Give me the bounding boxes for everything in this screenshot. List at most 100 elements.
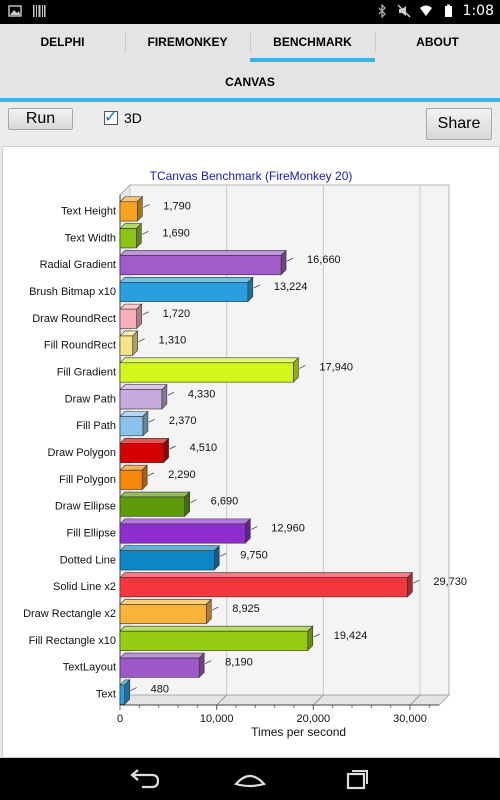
bar-top bbox=[119, 545, 220, 552]
bar-10 bbox=[119, 464, 148, 491]
category-label: Fill RoundRect bbox=[44, 340, 116, 352]
bar-11 bbox=[119, 491, 191, 518]
value-leader bbox=[167, 392, 175, 396]
category-label: Draw RoundRect bbox=[32, 313, 116, 325]
checkbox-box[interactable]: ✓ bbox=[104, 107, 118, 126]
bar-6 bbox=[119, 357, 300, 383]
bar-top bbox=[119, 491, 191, 498]
bar-front bbox=[119, 201, 138, 222]
bar-front bbox=[119, 523, 246, 544]
home-icon[interactable] bbox=[230, 766, 270, 792]
bar-front bbox=[119, 577, 408, 598]
category-label: Brush Bitmap x10 bbox=[29, 286, 116, 298]
bar-16 bbox=[119, 625, 314, 652]
status-time: 1:08 bbox=[462, 3, 494, 19]
tab-divider bbox=[0, 98, 500, 102]
toolbar: Run ✓ 3D Share bbox=[0, 102, 500, 146]
bar-17 bbox=[119, 652, 205, 679]
value-leader bbox=[313, 633, 320, 638]
category-label: Solid Line x2 bbox=[53, 581, 116, 593]
checkmark-icon: ✓ bbox=[104, 107, 118, 126]
bar-front bbox=[119, 389, 163, 410]
tab-delphi[interactable]: DELPHI bbox=[40, 35, 85, 49]
bar-top bbox=[119, 384, 168, 390]
value-label: 16,660 bbox=[307, 254, 341, 266]
x-tick-label: 30,000 bbox=[393, 713, 427, 725]
bar-top bbox=[119, 599, 212, 605]
category-label: Draw Path bbox=[65, 393, 116, 405]
x-axis-title: Times per second bbox=[251, 725, 346, 739]
bar-top bbox=[119, 276, 254, 283]
value-label: 29,730 bbox=[433, 576, 467, 588]
value-leader bbox=[220, 553, 227, 557]
x-gridline-floor bbox=[216, 694, 228, 706]
value-leader bbox=[138, 338, 145, 342]
bar-top bbox=[119, 625, 314, 632]
battery-icon bbox=[444, 4, 452, 17]
x-tick-label: 20,000 bbox=[297, 713, 331, 725]
category-label: Draw Rectangle x2 bbox=[23, 608, 116, 620]
value-label: 6,690 bbox=[211, 496, 239, 508]
tab-about[interactable]: ABOUT bbox=[375, 24, 500, 62]
value-label: 13,224 bbox=[274, 281, 308, 293]
bar-front bbox=[119, 496, 185, 517]
category-label: Fill Path bbox=[76, 420, 116, 432]
chart-floor bbox=[118, 694, 451, 706]
category-label: Text Height bbox=[61, 205, 116, 217]
share-button[interactable]: Share bbox=[426, 108, 492, 140]
value-leader bbox=[147, 472, 155, 477]
bar-front bbox=[119, 657, 200, 678]
bar-front bbox=[119, 281, 249, 302]
tab-benchmark[interactable]: BENCHMARK bbox=[250, 24, 375, 62]
value-leader bbox=[299, 365, 306, 369]
bar-front bbox=[119, 604, 207, 625]
tab-canvas[interactable]: CANVAS bbox=[0, 62, 500, 98]
bar-top bbox=[119, 357, 300, 364]
x-tick-label: 10,000 bbox=[200, 713, 234, 725]
category-label: Dotted Line bbox=[60, 554, 116, 566]
bar-3 bbox=[119, 276, 254, 303]
bar-13 bbox=[119, 544, 220, 571]
barcode-notification-icon bbox=[33, 5, 46, 17]
value-leader bbox=[253, 284, 260, 289]
value-leader bbox=[212, 606, 219, 611]
back-icon[interactable] bbox=[124, 766, 164, 792]
value-label: 1,310 bbox=[159, 335, 187, 347]
category-label: Text Width bbox=[65, 232, 116, 244]
benchmark-chart: TCanvas Benchmark (FireMonkey 20) 0 10,000… bbox=[23, 169, 467, 739]
category-label: Draw Polygon bbox=[48, 447, 116, 459]
x-gridline-floor bbox=[312, 694, 324, 706]
category-label: Fill Polygon bbox=[59, 474, 116, 486]
bar-front bbox=[119, 443, 164, 463]
recent-apps-icon[interactable] bbox=[336, 766, 376, 792]
bar-18 bbox=[119, 679, 131, 705]
category-label: Radial Gradient bbox=[40, 259, 116, 271]
value-leader bbox=[142, 230, 149, 235]
category-label: TextLayout bbox=[63, 662, 116, 674]
bar-14 bbox=[119, 571, 414, 598]
value-label: 1,690 bbox=[162, 227, 190, 239]
wifi-icon bbox=[419, 5, 432, 16]
value-leader bbox=[205, 660, 212, 665]
value-label: 19,424 bbox=[334, 630, 368, 642]
bar-top bbox=[119, 652, 205, 659]
mute-icon bbox=[397, 4, 411, 18]
run-button[interactable]: Run bbox=[8, 108, 73, 130]
gallery-notification-icon bbox=[8, 5, 22, 17]
navigation-bar bbox=[0, 758, 500, 800]
bar-7 bbox=[119, 383, 168, 410]
value-label: 4,330 bbox=[188, 388, 216, 400]
category-label: Text bbox=[96, 689, 116, 701]
bar-12 bbox=[119, 518, 252, 544]
value-leader bbox=[130, 687, 137, 691]
bar-front bbox=[119, 630, 309, 651]
value-label: 8,190 bbox=[225, 657, 253, 669]
tab-firemonkey[interactable]: FIREMONKEY bbox=[125, 24, 250, 62]
bar-top bbox=[119, 250, 287, 256]
bluetooth-icon bbox=[378, 4, 386, 18]
value-label: 480 bbox=[151, 684, 169, 696]
value-label: 12,960 bbox=[271, 523, 305, 535]
bar-top bbox=[119, 438, 170, 444]
value-label: 1,790 bbox=[163, 200, 191, 212]
threed-checkbox[interactable]: ✓ 3D bbox=[104, 107, 142, 126]
